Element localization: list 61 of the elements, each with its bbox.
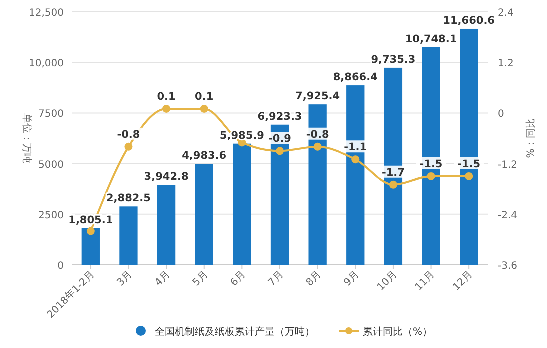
bar <box>270 124 290 265</box>
point <box>276 147 284 156</box>
y2-axis-title: %：同比 <box>525 118 537 158</box>
x-tick-label: 4月 <box>153 269 173 289</box>
x-tick-label: 5月 <box>191 269 210 289</box>
data-label: -0.9 <box>268 133 292 146</box>
data-label: 2,882.5 <box>106 192 151 205</box>
legend-label: 累计同比（%） <box>363 326 433 338</box>
bar <box>308 104 327 265</box>
point <box>314 142 322 151</box>
data-label: -1.1 <box>344 142 368 154</box>
data-label: 10,748.1 <box>405 33 458 46</box>
y2-tick-label: -2.4 <box>498 210 518 222</box>
data-label: 0.1 <box>195 90 214 103</box>
point <box>465 172 474 180</box>
legend-label: 全国机制纸及纸板累计产量（万吨） <box>155 326 315 338</box>
bar <box>157 185 176 265</box>
y-tick-label: 12,500 <box>29 8 64 19</box>
point <box>124 142 133 151</box>
data-label: -1.5 <box>420 158 443 170</box>
point <box>162 104 171 113</box>
x-tick-label: 8月 <box>304 269 324 289</box>
y2-tick-label: -1.2 <box>498 160 518 171</box>
y2-tick-label: -3.6 <box>498 261 518 272</box>
bar <box>195 164 214 265</box>
point <box>389 180 398 189</box>
data-label: -0.8 <box>117 128 140 141</box>
y-tick-label: 0 <box>58 261 64 272</box>
y-tick-label: 5000 <box>38 160 64 171</box>
data-label: 0.1 <box>157 90 176 103</box>
data-label: 4,983.6 <box>182 150 227 162</box>
data-label: -1.5 <box>458 158 481 170</box>
point <box>352 156 360 164</box>
point <box>427 172 436 180</box>
data-label: 6,923.3 <box>258 110 302 123</box>
data-label: 7,925.4 <box>296 90 340 103</box>
y2-tick-label: 1.2 <box>498 58 514 70</box>
data-label: 3,942.8 <box>144 171 189 184</box>
x-tick-label: 11月 <box>414 269 438 294</box>
x-tick-label: 9月 <box>342 269 362 289</box>
point <box>200 104 208 113</box>
x-tick-label: 10月 <box>376 269 400 294</box>
y-tick-label: 7500 <box>38 109 64 120</box>
y2-tick-label: 2.4 <box>498 8 514 19</box>
x-tick-label: 12月 <box>451 269 476 294</box>
bar <box>82 228 100 265</box>
x-tick-label: 7月 <box>266 269 286 289</box>
data-label: 11,660.6 <box>443 14 496 27</box>
y-axis-title: 单位：万吨 <box>21 114 33 164</box>
data-label: 9,735.3 <box>371 54 416 66</box>
y-tick-label: 2500 <box>38 210 64 222</box>
x-tick-label: 3月 <box>115 269 135 289</box>
y2-tick-label: 0 <box>498 109 504 120</box>
data-label: -0.8 <box>306 128 330 141</box>
data-label: 8,866.4 <box>333 72 378 84</box>
y-tick-label: 10,000 <box>29 58 64 70</box>
data-label: -1.7 <box>382 166 405 179</box>
bar <box>120 206 138 265</box>
x-tick-label: 6月 <box>228 269 248 289</box>
bar <box>233 144 252 265</box>
point <box>86 227 95 236</box>
